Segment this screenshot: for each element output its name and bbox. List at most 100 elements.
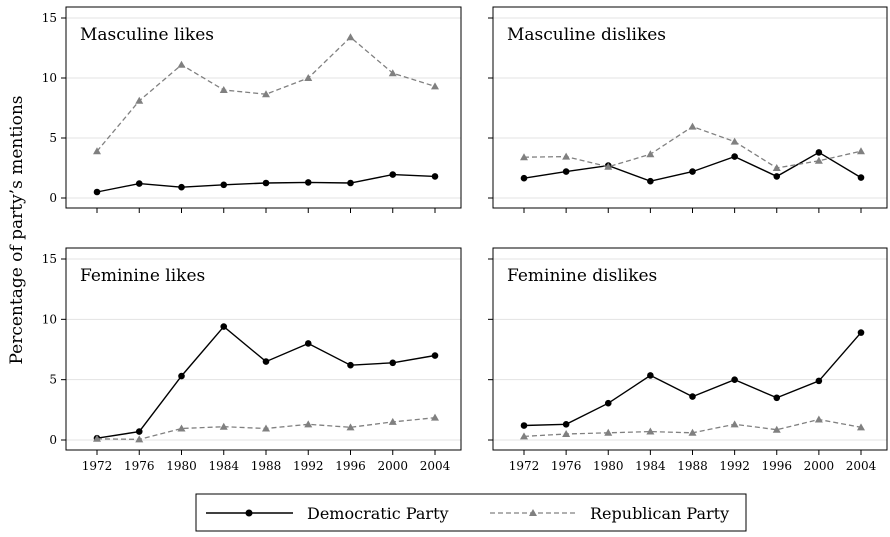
democratic-point (262, 179, 270, 187)
democratic-series-line (96, 325, 436, 439)
republican-point (262, 90, 270, 98)
democratic-series-line (523, 332, 862, 427)
democratic-point (178, 183, 185, 191)
x-tick-label: 2004 (420, 459, 451, 473)
panel-frame (492, 247, 888, 451)
republican-point (304, 420, 313, 428)
republican-point (431, 413, 439, 421)
republican-point (388, 69, 397, 77)
x-tick-label: 1976 (124, 459, 155, 473)
republican-point (346, 423, 355, 431)
legend-republican-label: Republican Party (590, 504, 729, 523)
x-tick-label: 1988 (677, 459, 708, 473)
republican-point (814, 156, 823, 164)
y-tick-label: 5 (49, 131, 57, 145)
panel-frame (65, 247, 462, 451)
panel-title: Masculine dislikes (507, 25, 666, 45)
democratic-point (604, 399, 612, 407)
democratic-point (647, 177, 654, 185)
democratic-point (178, 372, 185, 380)
democratic-point (689, 393, 696, 400)
democratic-point (389, 171, 397, 178)
x-tick-label: 1972 (509, 459, 540, 473)
democratic-point (773, 173, 781, 180)
panel-4: 1972 1976 1980 1984 1988 1992 1996 2000 2004 Femi… (488, 247, 888, 473)
democratic-point (220, 323, 228, 330)
legend-democratic-label: Democratic Party (307, 504, 449, 523)
democratic-point (857, 174, 865, 181)
legend-republican-marker (529, 509, 537, 516)
republican-point (135, 435, 144, 443)
democratic-point (562, 168, 570, 175)
republican-point (562, 429, 571, 437)
republican-point (772, 425, 781, 433)
republican-point (93, 434, 101, 442)
democratic-point (262, 358, 270, 365)
republican-point (646, 150, 655, 158)
democratic-point (304, 179, 312, 186)
legend-democratic-marker (245, 509, 253, 517)
x-tick-label: 1972 (82, 459, 113, 473)
y-tick-label: 0 (49, 191, 57, 205)
x-tick-label: 2000 (377, 459, 408, 473)
democratic-point (815, 377, 823, 385)
republican-point (219, 422, 228, 430)
democratic-point (731, 153, 738, 160)
panel-3: 0 5 10 15 1972 1976 1980 1984 1988 1992 1996 2000 20… (42, 247, 462, 473)
democratic-point (731, 376, 738, 383)
republican-point (388, 417, 397, 425)
y-tick-label: 10 (42, 312, 57, 326)
x-tick-label: 1992 (293, 459, 324, 473)
x-tick-label: 1996 (335, 459, 366, 473)
democratic-point (857, 329, 865, 336)
democratic-point (347, 361, 354, 369)
y-tick-label: 10 (42, 71, 57, 85)
republican-point (730, 420, 739, 428)
x-tick-label: 1988 (251, 459, 282, 473)
y-tick-label: 0 (49, 433, 57, 447)
democratic-point (431, 173, 439, 180)
republican-point (177, 424, 186, 432)
panel-2: Masculine dislikes (488, 6, 888, 213)
x-tick-label: 1980 (593, 459, 624, 473)
x-tick-label: 1976 (551, 459, 582, 473)
democratic-point (689, 168, 696, 175)
x-tick-label: 1980 (166, 459, 197, 473)
republican-point (346, 33, 355, 41)
democratic-point (220, 181, 228, 189)
republican-point (219, 86, 228, 93)
y-tick-label: 15 (42, 11, 57, 25)
democratic-point (93, 188, 101, 196)
panel-title: Feminine likes (80, 266, 205, 286)
y-tick-label: 15 (42, 252, 57, 266)
x-tick-label: 1996 (761, 459, 792, 473)
democratic-point (135, 180, 143, 187)
democratic-point (520, 174, 528, 182)
republican-point (520, 153, 528, 161)
panel-frame (65, 6, 462, 209)
republican-point (688, 122, 697, 130)
republican-point (262, 424, 270, 432)
x-tick-label: 1992 (719, 459, 750, 473)
republican-series-line (523, 125, 862, 169)
democratic-point (135, 428, 143, 435)
democratic-series-line (523, 151, 862, 182)
x-tick-label: 1984 (635, 459, 666, 473)
democratic-point (431, 352, 439, 359)
republican-point (730, 137, 739, 145)
republican-point (604, 162, 613, 170)
republican-point (646, 427, 655, 435)
y-tick-label: 5 (49, 373, 57, 387)
x-tick-label: 2000 (804, 459, 835, 473)
republican-point (304, 74, 313, 81)
democratic-point (815, 149, 823, 156)
panel-frame (492, 6, 888, 209)
republican-point (562, 152, 571, 160)
y-axis-label: Percentage of party’s mentions (7, 95, 27, 364)
x-tick-label: 1984 (208, 459, 239, 473)
democratic-point (304, 340, 312, 347)
republican-point (772, 164, 781, 171)
republican-point (814, 415, 823, 423)
